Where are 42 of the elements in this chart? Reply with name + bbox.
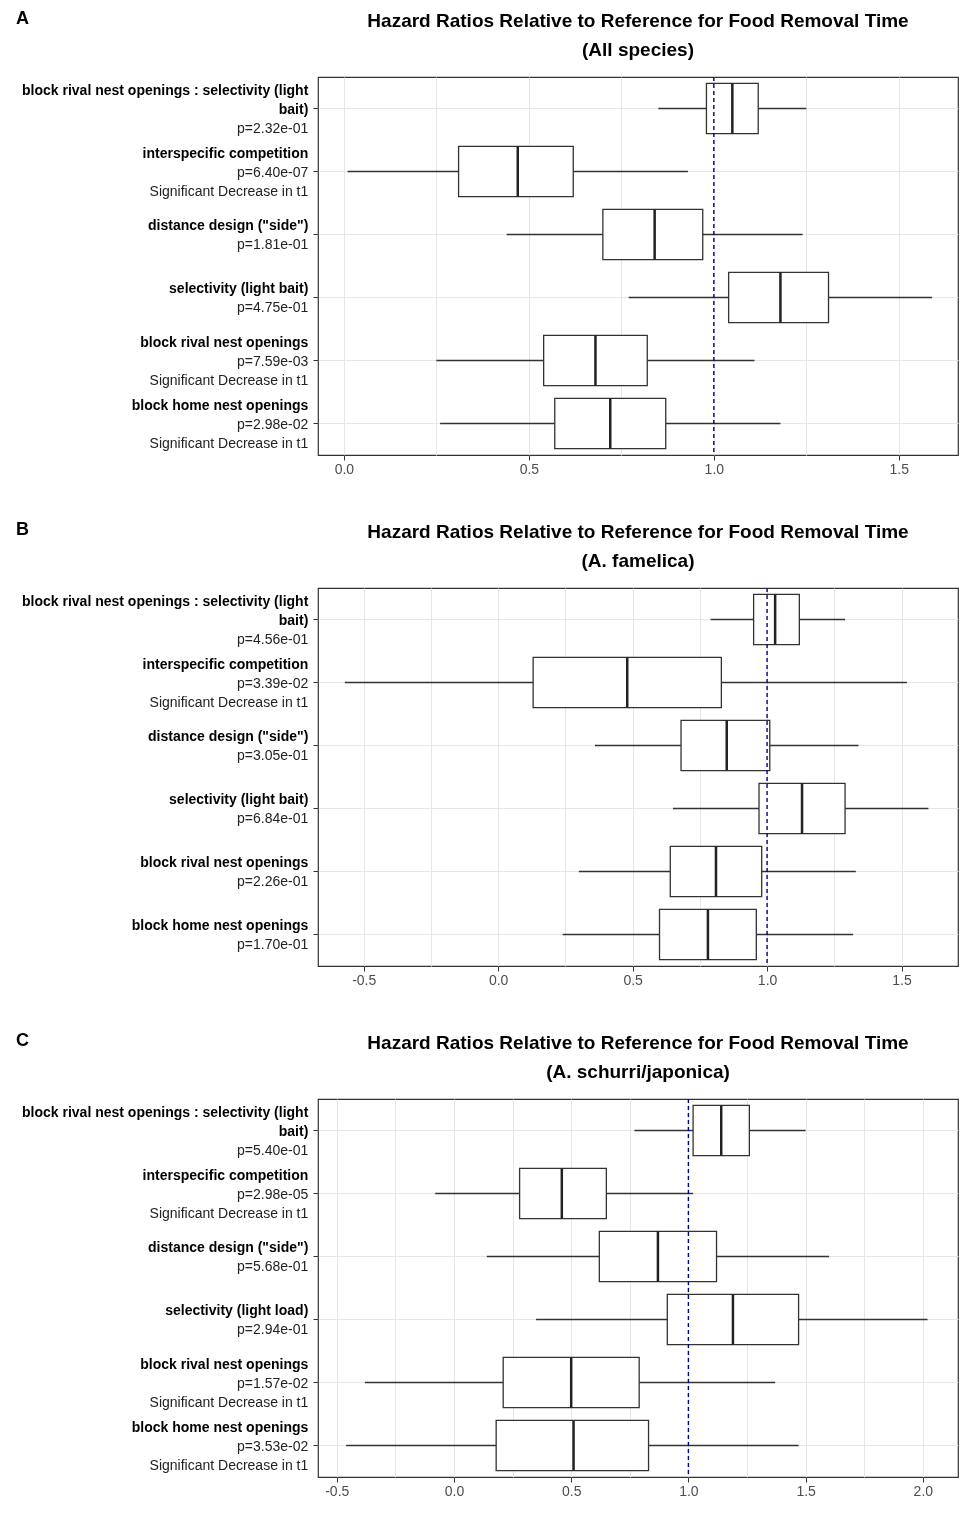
- chart-title: Hazard Ratios Relative to Reference for Food Removal Time: [367, 521, 909, 543]
- y-tick-label: interspecific competition p=2.98e-05 Significant Decrease in t1: [142, 1165, 309, 1223]
- y-tick-label: distance design ("side") p=5.68e-01: [148, 1237, 309, 1276]
- x-tick-label: 1.5: [892, 971, 912, 988]
- x-tick-label: 1.0: [704, 460, 725, 477]
- y-tick-label: block rival nest openings : selectivity (light bait) p=4.56e-01: [21, 591, 309, 649]
- chart-title: Hazard Ratios Relative to Reference for Food Removal Time: [367, 10, 909, 32]
- x-tick-label: 1.0: [679, 1482, 699, 1499]
- chart-subtitle: (All species): [582, 39, 694, 61]
- y-tick-label: distance design ("side") p=3.05e-01: [148, 726, 309, 765]
- x-tick-label: 0.0: [334, 460, 355, 477]
- y-tick-label: selectivity (light load) p=2.94e-01: [165, 1300, 309, 1339]
- y-tick-label: block rival nest openings : selectivity (light bait) p=5.40e-01: [21, 1102, 309, 1160]
- x-tick-label: -0.5: [352, 971, 377, 988]
- chart-subtitle: (A. famelica): [581, 550, 695, 572]
- y-tick-label: block home nest openings p=3.53e-02 Significant Decrease in t1: [131, 1417, 309, 1475]
- y-tick-label: distance design ("side") p=1.81e-01: [148, 215, 309, 254]
- chart-subtitle: (A. schurri/japonica): [546, 1061, 730, 1083]
- x-tick-label: 0.5: [623, 971, 644, 988]
- x-tick-label: 0.0: [488, 971, 509, 988]
- y-tick-label: block home nest openings p=2.98e-02 Significant Decrease in t1: [131, 395, 309, 453]
- x-tick-label: 0.5: [561, 1482, 582, 1499]
- y-tick-label: interspecific competition p=6.40e-07 Significant Decrease in t1: [142, 143, 309, 201]
- y-tick-label: interspecific competition p=3.39e-02 Significant Decrease in t1: [142, 654, 309, 712]
- x-tick-label: 1.0: [757, 971, 778, 988]
- x-tick-label: 2.0: [913, 1482, 934, 1499]
- y-tick-label: block rival nest openings : selectivity (light bait) p=2.32e-01: [21, 80, 309, 138]
- text: B: [16, 519, 29, 540]
- y-tick-label: block home nest openings p=1.70e-01: [131, 915, 309, 954]
- text: C: [16, 1030, 29, 1051]
- y-tick-label: selectivity (light bait) p=4.75e-01: [169, 278, 309, 317]
- x-tick-label: 0.0: [444, 1482, 465, 1499]
- text: A: [16, 8, 29, 29]
- y-tick-label: block rival nest openings p=7.59e-03 Significant Decrease in t1: [140, 332, 309, 390]
- x-tick-label: -0.5: [325, 1482, 350, 1499]
- chart-title: Hazard Ratios Relative to Reference for Food Removal Time: [367, 1032, 909, 1054]
- x-tick-label: 1.5: [889, 460, 910, 477]
- y-tick-label: selectivity (light bait) p=6.84e-01: [169, 789, 309, 828]
- x-tick-label: 0.5: [519, 460, 540, 477]
- y-tick-label: block rival nest openings p=2.26e-01: [140, 852, 309, 891]
- x-tick-label: 1.5: [796, 1482, 817, 1499]
- y-tick-label: block rival nest openings p=1.57e-02 Significant Decrease in t1: [140, 1354, 309, 1412]
